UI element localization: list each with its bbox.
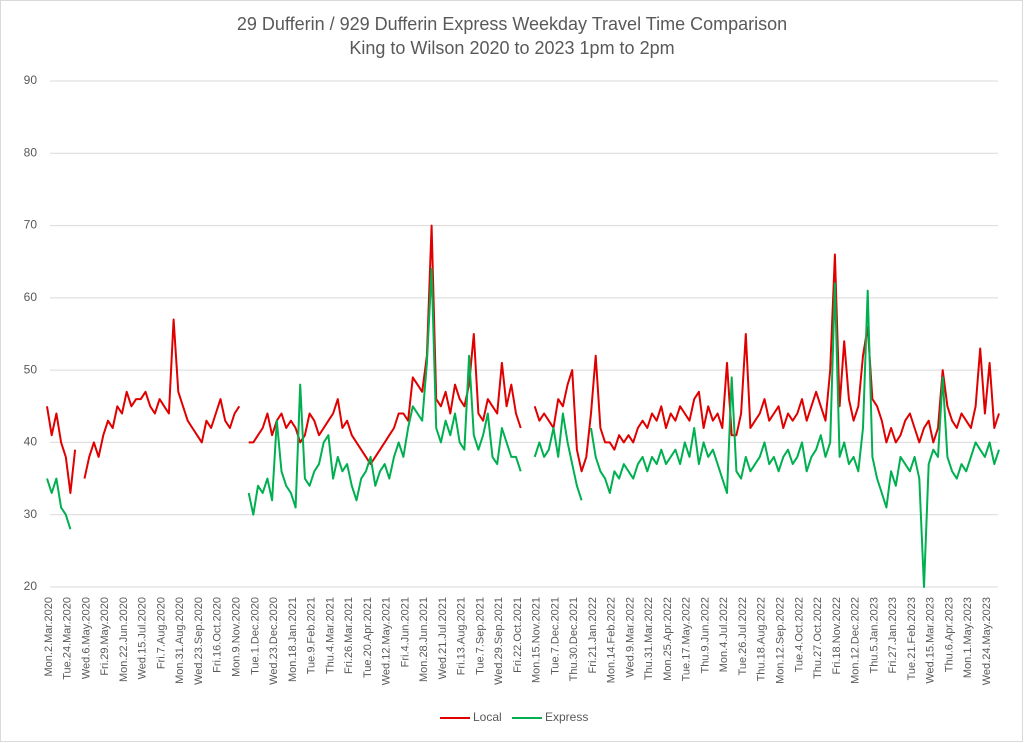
x-tick-label: Fri.29.May.2020: [99, 597, 111, 676]
x-tick-label: Thu.5.Jan.2023: [868, 597, 880, 673]
x-tick-label: Mon.12.Dec.2022: [850, 597, 862, 684]
x-tick-label: Wed.23.Dec.2020: [268, 597, 280, 685]
x-tick-label: Wed.23.Sep.2020: [193, 597, 205, 685]
series-line: [46, 224, 1000, 494]
x-tick-label: Fri.26.Mar.2021: [343, 597, 355, 674]
y-tick-label: 80: [24, 145, 38, 159]
x-tick-label: Thu.27.Oct.2022: [812, 597, 824, 679]
x-tick-label: Thu.6.Apr.2023: [943, 597, 955, 672]
x-tick-label: Thu.30.Dec.2021: [568, 597, 580, 681]
x-tick-label: Mon.25.Apr.2022: [662, 597, 674, 681]
x-tick-label: Fri.18.Nov.2022: [831, 597, 843, 674]
x-tick-label: Tue.4.Oct.2022: [793, 597, 805, 672]
chart-subtitle: King to Wilson 2020 to 2023 1pm to 2pm: [349, 38, 674, 58]
x-tick-label: Tue.21.Feb.2023: [906, 597, 918, 680]
x-tick-label: Tue.9.Feb.2021: [306, 597, 318, 674]
x-tick-label: Tue.7.Dec.2021: [549, 597, 561, 675]
x-tick-label: Mon.12.Sep.2022: [774, 597, 786, 684]
y-tick-label: 90: [24, 73, 38, 87]
y-tick-label: 20: [24, 579, 38, 593]
x-tick-label: Wed.15.Mar.2023: [925, 597, 937, 684]
x-tick-label: Fri.21.Jan.2022: [587, 597, 599, 673]
x-tick-label: Mon.22.Jun.2020: [118, 597, 130, 682]
chart-title: 29 Dufferin / 929 Dufferin Express Weekd…: [237, 14, 787, 34]
x-tick-label: Fri.22.Oct.2021: [512, 597, 524, 673]
x-tick-label: Mon.31.Aug.2020: [174, 597, 186, 684]
x-tick-label: Mon.15.Nov.2021: [531, 597, 543, 683]
x-tick-label: Tue.1.Dec.2020: [249, 597, 261, 675]
x-tick-label: Thu.9.Jun.2022: [699, 597, 711, 673]
x-tick-label: Tue.26.Jul.2022: [737, 597, 749, 675]
series-line: [46, 267, 1000, 588]
x-tick-label: Wed.29.Sep.2021: [493, 597, 505, 685]
legend-label: Express: [545, 710, 588, 724]
x-tick-label: Fri.4.Jun.2021: [399, 597, 411, 667]
x-tick-label: Wed.12.May.2021: [381, 597, 393, 685]
x-tick-label: Tue.17.May.2022: [681, 597, 693, 681]
x-tick-label: Fri.27.Jan.2023: [887, 597, 899, 673]
x-tick-label: Wed.21.Jul.2021: [437, 597, 449, 679]
x-tick-label: Wed.15.Jul.2020: [137, 597, 149, 679]
x-tick-label: Mon.9.Nov.2020: [230, 597, 242, 677]
x-tick-label: Thu.31.Mar.2022: [643, 597, 655, 680]
x-tick-label: Fri.13.Aug.2021: [456, 597, 468, 675]
x-tick-label: Tue.24.Mar.2020: [62, 597, 74, 680]
x-tick-label: Thu.4.Mar.2021: [324, 597, 336, 674]
x-tick-label: Mon.14.Feb.2022: [606, 597, 618, 683]
x-tick-label: Wed.6.May.2020: [80, 597, 92, 679]
y-tick-label: 40: [24, 435, 38, 449]
y-tick-label: 60: [24, 290, 38, 304]
x-tick-label: Fri.7.Aug.2020: [155, 597, 167, 669]
x-tick-label: Mon.18.Jan.2021: [287, 597, 299, 682]
legend-label: Local: [473, 710, 502, 724]
x-tick-label: Tue.7.Sep.2021: [474, 597, 486, 675]
x-tick-label: Wed.24.May.2023: [981, 597, 993, 685]
x-tick-label: Thu.18.Aug.2022: [756, 597, 768, 681]
y-tick-label: 50: [24, 362, 38, 376]
x-tick-label: Mon.4.Jul.2022: [718, 597, 730, 672]
x-tick-label: Mon.28.Jun.2021: [418, 597, 430, 682]
x-tick-label: Fri.16.Oct.2020: [212, 597, 224, 673]
x-tick-label: Wed.9.Mar.2022: [624, 597, 636, 678]
y-tick-label: 30: [24, 507, 38, 521]
x-tick-label: Mon.2.Mar.2020: [43, 597, 55, 677]
x-tick-label: Tue.20.Apr.2021: [362, 597, 374, 678]
x-tick-label: Mon.1.May.2023: [962, 597, 974, 678]
y-tick-label: 70: [24, 218, 38, 232]
